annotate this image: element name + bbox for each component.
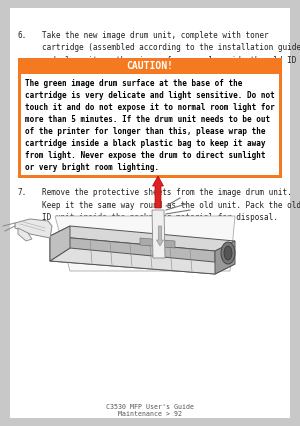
Ellipse shape	[221, 242, 235, 264]
Text: C3530 MFP User's Guide: C3530 MFP User's Guide	[106, 404, 194, 410]
Polygon shape	[215, 241, 235, 274]
Text: Maintenance > 92: Maintenance > 92	[118, 411, 182, 417]
Text: 7.: 7.	[18, 188, 27, 197]
Text: Remove the protective sheets from the image drum unit.
Keep it the same way roun: Remove the protective sheets from the im…	[42, 188, 300, 222]
Bar	[18, 58, 282, 74]
Polygon shape	[50, 226, 70, 261]
Polygon shape	[50, 236, 215, 274]
Polygon shape	[50, 248, 235, 274]
Text: Take the new image drum unit, complete with toner
cartridge (assembled according: Take the new image drum unit, complete w…	[42, 31, 300, 78]
Polygon shape	[15, 219, 52, 238]
Bar	[21, 74, 279, 175]
Text: 6.: 6.	[18, 31, 27, 40]
Bar	[18, 58, 282, 178]
Polygon shape	[50, 226, 235, 251]
Text: The green image drum surface at the base of the
cartridge is very delicate and l: The green image drum surface at the base…	[25, 79, 275, 172]
Polygon shape	[140, 238, 175, 248]
Ellipse shape	[224, 246, 232, 260]
FancyArrow shape	[152, 176, 164, 208]
Polygon shape	[55, 216, 235, 271]
FancyArrow shape	[157, 226, 164, 246]
Text: CAUTION!: CAUTION!	[127, 61, 173, 71]
Polygon shape	[152, 210, 165, 258]
Polygon shape	[18, 228, 32, 241]
